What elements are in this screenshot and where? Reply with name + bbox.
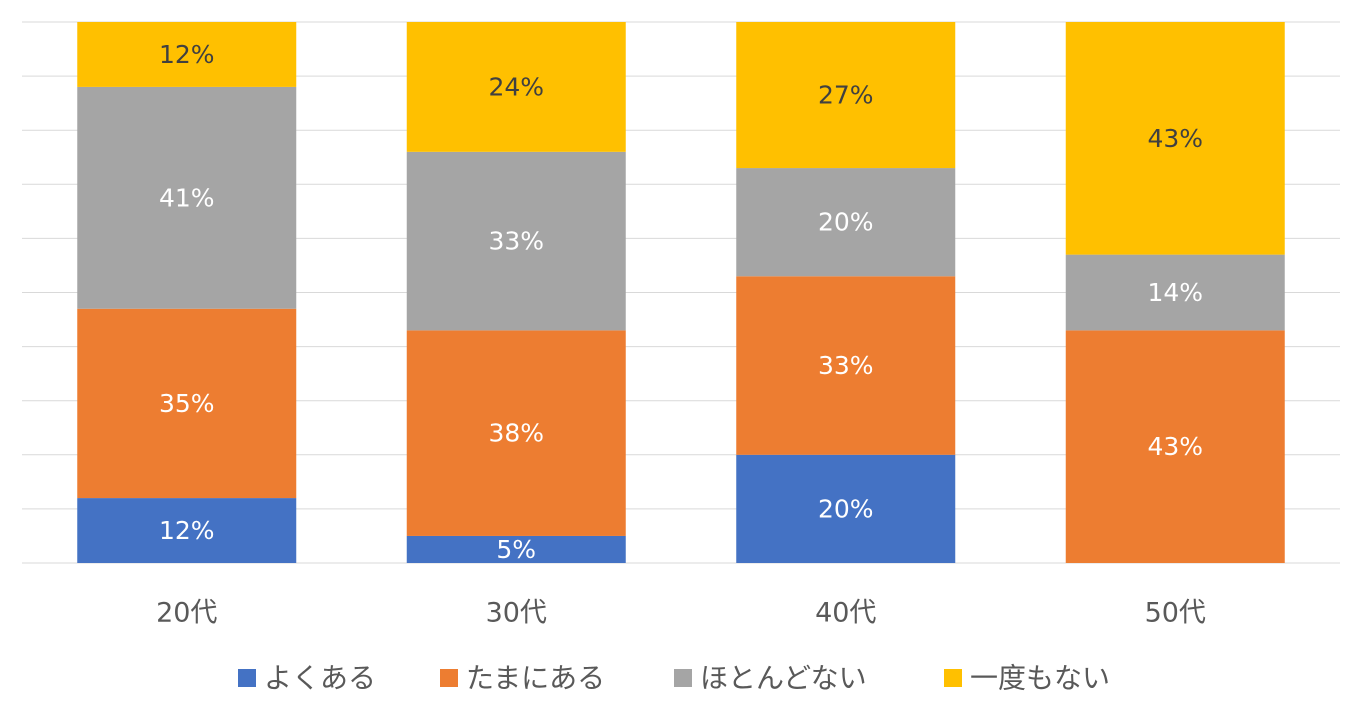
bar-segment — [1065, 254, 1285, 331]
bar-segment — [736, 168, 956, 277]
bar-segment — [77, 86, 297, 309]
data-label: 5% — [496, 535, 536, 564]
bar-segment — [406, 330, 626, 536]
data-label: 33% — [488, 227, 544, 256]
bar-segment — [77, 498, 297, 563]
data-label: 12% — [159, 516, 215, 545]
legend-label: ほとんどない — [700, 662, 867, 695]
legend-swatch — [674, 669, 692, 687]
bar-segment — [1065, 22, 1285, 255]
x-tick-label: 20代 — [156, 598, 217, 629]
data-label: 12% — [159, 40, 215, 69]
legend-label: たまにある — [466, 662, 605, 695]
bar-segment — [77, 308, 297, 499]
data-label: 35% — [159, 389, 215, 418]
data-label: 20% — [818, 208, 874, 237]
bar-segment — [736, 454, 956, 563]
bar-segment — [77, 22, 297, 87]
x-tick-label: 40代 — [815, 598, 876, 629]
x-tick-label: 50代 — [1145, 598, 1206, 629]
data-label: 43% — [1147, 432, 1203, 461]
bar-segment — [406, 151, 626, 331]
category-axis-labels: 20代 30代 40代 50代 — [156, 598, 1206, 629]
data-label: 27% — [818, 81, 874, 110]
data-label: 38% — [488, 419, 544, 448]
data-label: 20% — [818, 494, 874, 523]
bar-segment — [406, 535, 626, 563]
legend: よくある たまにある ほとんどない 一度もない — [238, 662, 1110, 695]
bar-segment — [736, 22, 956, 169]
data-label: 41% — [159, 183, 215, 212]
data-label: 14% — [1147, 278, 1203, 307]
data-label: 43% — [1147, 124, 1203, 153]
data-label: 24% — [488, 72, 544, 101]
legend-label: 一度もない — [970, 662, 1110, 695]
legend-swatch — [944, 669, 962, 687]
bars — [77, 22, 1285, 563]
data-labels: 12% 35% 41% 12% 5% 38% 33% 24% 20% 33% 20% 27% 43% 14… — [159, 40, 1203, 564]
legend-swatch — [440, 669, 458, 687]
data-label: 33% — [818, 351, 874, 380]
x-tick-label: 30代 — [486, 598, 547, 629]
bar-segment — [736, 276, 956, 455]
legend-swatch — [238, 669, 256, 687]
bar-segment — [1065, 330, 1285, 563]
legend-label: よくある — [264, 662, 376, 695]
bar-segment — [406, 22, 626, 152]
